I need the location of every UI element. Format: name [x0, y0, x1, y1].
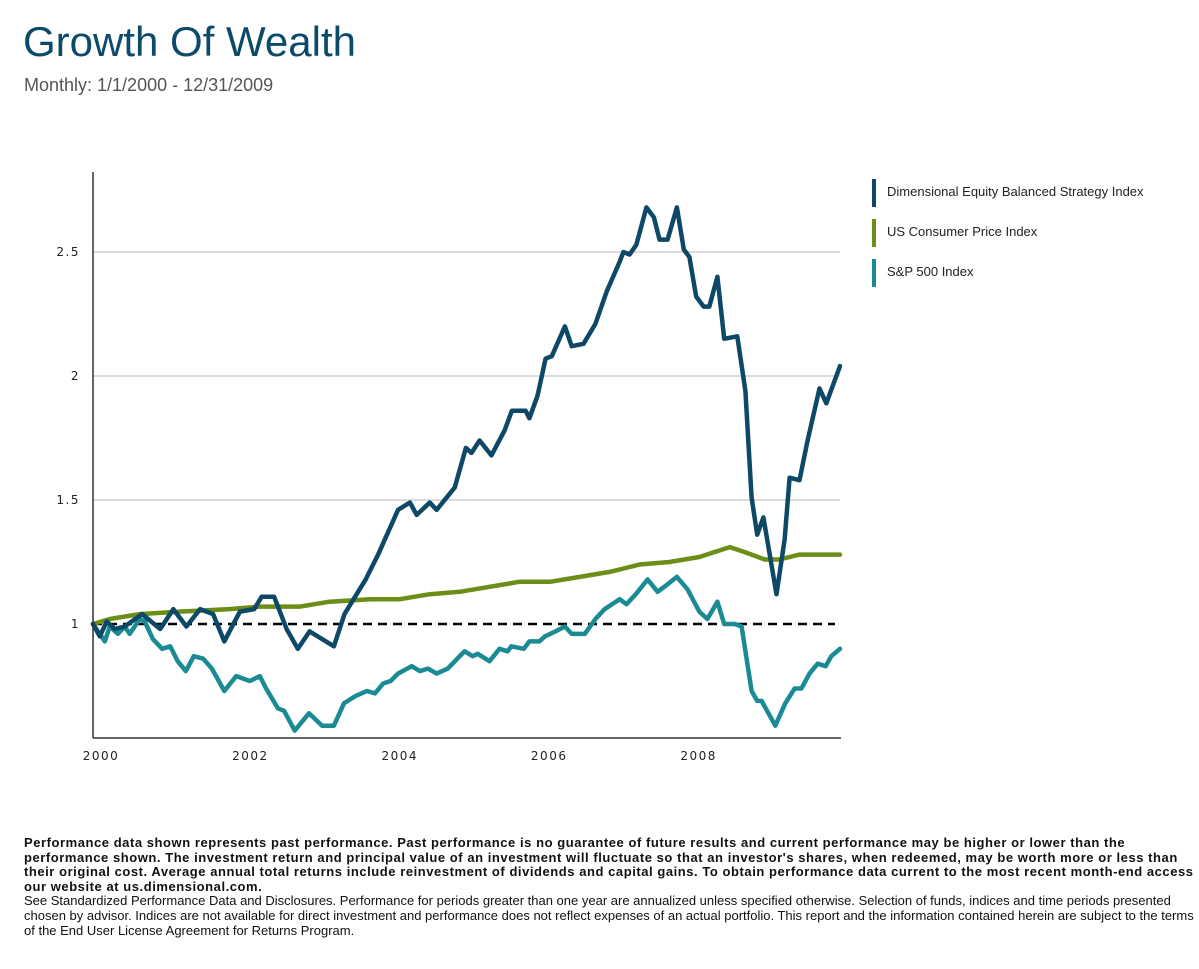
legend-swatch-icon	[872, 179, 876, 207]
y-tick-labels: 1 1.5 2 2.5	[56, 245, 80, 631]
legend-label: S&P 500 Index	[887, 264, 974, 279]
x-tick-labels: 2000 2002 2004 2006 2008	[83, 749, 717, 763]
axes	[92, 172, 841, 739]
y-tick-label: 1.5	[56, 493, 80, 507]
legend-swatch-icon	[872, 219, 876, 247]
legend-swatch-icon	[872, 259, 876, 287]
dimensional-equity-line	[90, 205, 843, 652]
y-tick-label: 2	[71, 369, 80, 383]
legend-label: US Consumer Price Index	[887, 224, 1038, 239]
x-tick-label: 2008	[680, 749, 717, 763]
cpi-line	[90, 544, 843, 627]
series-lines	[90, 205, 843, 733]
disclaimer-text: See Standardized Performance Data and Di…	[24, 893, 1194, 938]
gridlines	[93, 251, 840, 501]
disclaimer-bold-text: Performance data shown represents past p…	[24, 835, 1194, 894]
y-tick-label: 1	[71, 617, 80, 631]
growth-of-wealth-chart: 1 1.5 2 2.5 2000 2002 2004 2006 2008	[56, 172, 843, 763]
y-tick-label: 2.5	[56, 245, 80, 259]
x-tick-label: 2004	[382, 749, 419, 763]
performance-disclaimer: Performance data shown represents past p…	[24, 835, 1194, 938]
chart-subtitle: Monthly: 1/1/2000 - 12/31/2009	[24, 75, 274, 95]
x-tick-label: 2000	[83, 749, 120, 763]
chart-title: Growth Of Wealth	[23, 18, 357, 65]
x-tick-label: 2006	[531, 749, 568, 763]
legend-label: Dimensional Equity Balanced Strategy Ind…	[887, 184, 1144, 199]
x-tick-label: 2002	[232, 749, 269, 763]
sp500-line	[90, 574, 843, 733]
